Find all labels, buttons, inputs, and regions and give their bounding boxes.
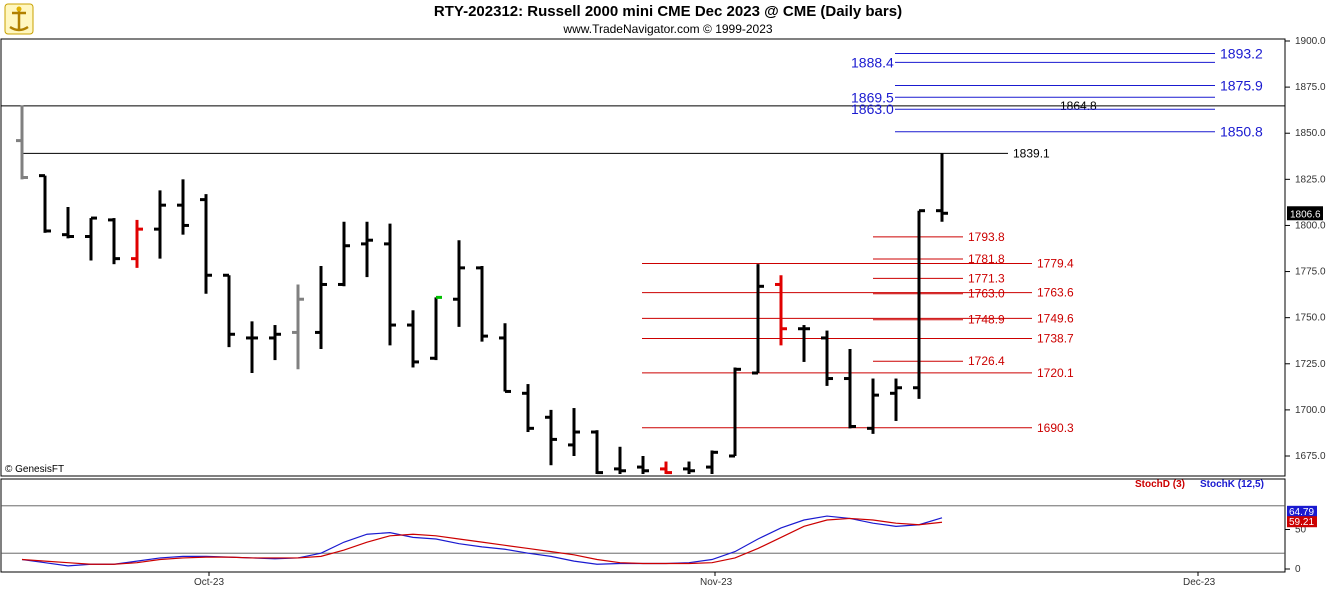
y-tick-label: 1725.0 [1295, 359, 1326, 370]
level-label-blue: 1888.4 [851, 54, 894, 70]
ind-y-tick-label: 50 [1295, 525, 1307, 536]
legend-stochd: StochD (3) [1135, 479, 1185, 490]
stochk-value-box [1287, 505, 1317, 517]
ohlc-bar [315, 266, 327, 350]
level-label-red: 1771.3 [968, 271, 1005, 285]
ohlc-bar [39, 174, 51, 233]
ohlc-bar [890, 378, 902, 421]
ohlc-bar [430, 295, 442, 361]
ohlc-bar [338, 221, 350, 287]
ohlc-bar [16, 105, 28, 180]
y-tick-label: 1850.0 [1295, 128, 1326, 139]
ohlc-bar [867, 378, 879, 434]
last-price-label: 1806.6 [1290, 209, 1321, 220]
ohlc-bar [154, 190, 166, 259]
level-label-blue: 1863.0 [851, 101, 894, 117]
y-tick-label: 1825.0 [1295, 174, 1326, 185]
x-tick-label: Dec-23 [1183, 577, 1216, 588]
ohlc-bar [591, 430, 603, 475]
ohlc-bar [706, 450, 718, 474]
last-price-box [1287, 206, 1323, 221]
ohlc-bar [614, 446, 626, 474]
ohlc-bar [85, 216, 97, 261]
level-label-red: 1763.0 [968, 287, 1005, 301]
ohlc-bar [131, 219, 143, 268]
ohlc-bar [361, 221, 373, 278]
price-levels: 1864.8 1839.1 1893.2 1888.4 1875.9 1869.51863… [1, 46, 1285, 435]
ohlc-bar [476, 266, 488, 342]
stochd-line [21, 517, 943, 565]
level-label-blue: 1893.2 [1220, 46, 1263, 62]
stochd-value-box [1287, 516, 1317, 528]
chart-header: RTY-202312: Russell 2000 mini CME Dec 20… [0, 0, 1336, 38]
level-label-black: 1839.1 [1013, 146, 1050, 160]
ohlc-bar [292, 284, 304, 370]
legend-stochk: StochK (12,5) [1200, 479, 1264, 490]
level-label-red: 1781.8 [968, 252, 1005, 266]
stochd-value-label: 59.21 [1289, 517, 1314, 528]
ohlc-bar [729, 367, 741, 458]
ohlc-bar [683, 461, 695, 474]
y-tick-label: 1750.0 [1295, 313, 1326, 324]
ohlc-bar [660, 461, 672, 475]
level-label-red: 1726.4 [968, 354, 1005, 368]
ohlc-bar [499, 323, 511, 393]
ohlc-bar [269, 325, 281, 361]
ohlc-bar [200, 194, 212, 294]
ohlc-bar [775, 275, 787, 346]
level-label-red: 1779.4 [1037, 256, 1074, 270]
x-tick-label: Oct-23 [194, 577, 224, 588]
level-label-red: 1763.6 [1037, 286, 1074, 300]
ohlc-bar [177, 179, 189, 235]
ohlc-bar [752, 264, 764, 375]
y-tick-label: 1900.0 [1295, 36, 1326, 47]
ohlc-bar [384, 223, 396, 346]
stochk-value-label: 64.79 [1289, 507, 1314, 518]
ohlc-bar [936, 153, 948, 222]
ohlc-bar [407, 310, 419, 368]
ohlc-bar [913, 209, 925, 399]
ohlc-bar [108, 218, 120, 265]
ohlc-bar [246, 321, 258, 373]
ohlc-bar [453, 240, 465, 327]
ohlc-bar [637, 456, 649, 474]
y-tick-label: 1800.0 [1295, 220, 1326, 231]
y-tick-label: 1775.0 [1295, 267, 1326, 278]
stochk-line [21, 515, 943, 567]
price-y-axis: 1900.0 1875.0 1850.0 1825.0 1800.0 1775.0 1750… [1285, 36, 1326, 462]
level-label-red: 1793.8 [968, 230, 1005, 244]
ohlc-bar [62, 207, 74, 239]
level-label-blue: 1869.5 [851, 89, 894, 105]
ohlc-bar [844, 349, 856, 429]
level-label-red: 1720.1 [1037, 366, 1074, 380]
ind-y-tick-label: 0 [1295, 564, 1301, 575]
x-tick-label: Nov-23 [700, 577, 733, 588]
x-axis: Oct-23 Nov-23 Dec-23 [194, 572, 1216, 588]
ohlc-bar [522, 384, 534, 433]
level-label-blue: 1850.8 [1220, 124, 1263, 140]
level-label-black: 1864.8 [1060, 99, 1097, 113]
level-label-red: 1690.3 [1037, 421, 1074, 435]
chart-subtitle: www.TradeNavigator.com © 1999-2023 [563, 22, 773, 36]
y-tick-label: 1875.0 [1295, 82, 1326, 93]
level-label-red: 1738.7 [1037, 332, 1074, 346]
ohlc-bar [821, 330, 833, 386]
trade-navigator-logo-icon [4, 3, 34, 35]
price-panel [0, 38, 1286, 477]
ohlc-bars [16, 105, 948, 475]
level-label-red: 1749.6 [1037, 311, 1074, 325]
y-tick-label: 1700.0 [1295, 405, 1326, 416]
copyright-label: © GenesisFT [5, 464, 64, 475]
indicator-panel [0, 478, 1286, 573]
ohlc-bar [798, 325, 810, 362]
chart-title: RTY-202312: Russell 2000 mini CME Dec 20… [433, 3, 903, 20]
ohlc-bar [568, 408, 580, 456]
level-label-red: 1748.9 [968, 313, 1005, 327]
ohlc-bar [545, 409, 557, 466]
level-label-blue: 1875.9 [1220, 77, 1263, 93]
y-tick-label: 1675.0 [1295, 451, 1326, 462]
ohlc-bar [223, 273, 235, 348]
